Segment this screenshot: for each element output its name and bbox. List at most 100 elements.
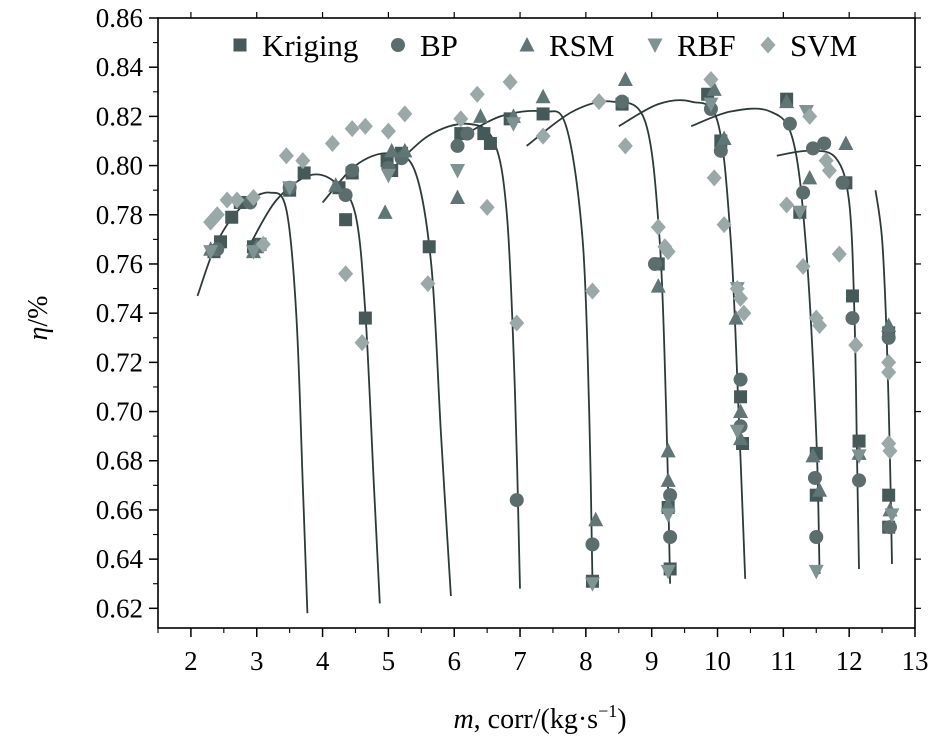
svm-point — [338, 265, 354, 283]
axis-ticks: 2 3 4 5 6 7 8 9 10 11 12 13 0.62 0.64 0.66 0.68 0.70 0.72… — [96, 3, 929, 676]
legend-item-rbf: RBF — [647, 28, 736, 63]
y-tick-label: 0.76 — [96, 249, 143, 279]
kriging-point — [225, 210, 239, 224]
bp-point — [663, 488, 678, 503]
svm-point — [509, 314, 525, 332]
rsm-point — [377, 204, 393, 219]
y-tick-label: 0.66 — [96, 495, 143, 525]
rsm-point — [660, 442, 676, 458]
svm-point — [584, 282, 600, 300]
svm-point — [650, 218, 666, 236]
series-kriging — [207, 87, 896, 588]
rbf-point — [450, 164, 466, 179]
bp-point — [809, 529, 824, 544]
kriging-point — [358, 311, 372, 325]
rsm-point — [450, 189, 466, 205]
kriging-point — [422, 240, 436, 254]
rsm-point — [802, 169, 818, 185]
speed-line-7 — [618, 99, 747, 579]
svm-point — [295, 152, 311, 170]
rbf-point — [703, 97, 719, 113]
svm-point — [344, 120, 360, 138]
rsm-point — [716, 130, 732, 146]
rbf-point — [660, 508, 676, 523]
speed-line-2 — [249, 173, 381, 604]
kriging-point — [477, 127, 491, 141]
svm-point — [380, 122, 396, 140]
series-bp — [210, 94, 897, 552]
svm-point — [736, 304, 752, 322]
svm-point — [209, 206, 225, 224]
legend-label-svm: SVM — [790, 28, 857, 63]
speed-line-5 — [453, 109, 594, 584]
y-tick-label: 0.72 — [96, 347, 143, 377]
rbf-point — [808, 564, 824, 580]
rbf-point — [380, 168, 396, 184]
svm-point — [706, 169, 722, 187]
svm-point — [812, 316, 828, 334]
legend-item-rsm: RSM — [519, 28, 614, 63]
rbf-point — [584, 577, 600, 592]
plot-frame — [157, 17, 916, 629]
bp-point — [585, 537, 600, 552]
svm-point — [703, 70, 719, 88]
svm-point — [882, 442, 898, 460]
rsm-point — [805, 447, 821, 463]
legend: Kriging BP RSM RBF SVM — [233, 28, 857, 63]
svm-point — [324, 134, 340, 152]
rbf-point — [203, 245, 219, 260]
rsm-point — [588, 511, 604, 527]
svm-point — [660, 243, 676, 261]
bp-point — [615, 94, 630, 109]
legend-label-bp: BP — [420, 28, 458, 63]
bp-point — [845, 311, 860, 326]
kriging-point — [297, 166, 311, 180]
svm-point — [502, 73, 518, 91]
speed-line-4 — [387, 122, 521, 589]
svm-point — [245, 189, 261, 207]
rsm-point — [733, 430, 749, 446]
rsm-point — [650, 278, 666, 293]
x-tick-label: 7 — [513, 646, 527, 676]
data-points — [203, 70, 900, 592]
svm-point — [229, 191, 245, 209]
bp-point — [796, 185, 811, 200]
plot-area-border — [157, 17, 916, 629]
svm-point — [354, 334, 370, 352]
x-tick-label: 9 — [645, 646, 659, 676]
kriging-point — [852, 434, 866, 448]
bp-point — [852, 473, 867, 488]
y-tick-label: 0.86 — [96, 3, 143, 33]
rsm-point — [812, 482, 828, 497]
bp-point — [450, 138, 465, 153]
bp-point — [817, 136, 832, 151]
svm-point — [219, 191, 235, 209]
rbf-point — [282, 181, 298, 196]
bp-point — [647, 256, 662, 271]
rbf-point — [660, 564, 676, 580]
svm-point — [535, 127, 551, 145]
svm-point — [881, 353, 897, 371]
rsm-point — [535, 88, 551, 104]
legend-item-kriging: Kriging — [233, 28, 358, 63]
svm-point — [716, 216, 732, 234]
x-tick-label: 10 — [704, 646, 731, 676]
svm-point — [479, 198, 495, 216]
speed-line-10 — [874, 190, 893, 565]
x-tick-label: 12 — [836, 646, 863, 676]
rsm-point — [617, 71, 633, 86]
bp-point — [345, 163, 360, 178]
bp-point — [460, 126, 475, 141]
legend-item-bp: BP — [391, 28, 458, 63]
y-tick-label: 0.70 — [96, 397, 143, 427]
rsm-point — [706, 81, 722, 96]
legend-label-rbf: RBF — [677, 28, 736, 63]
bp-point — [835, 175, 850, 190]
rsm-point — [328, 177, 344, 192]
y-tick-label: 0.62 — [96, 593, 143, 623]
rsm-point — [660, 497, 676, 512]
svm-point — [802, 107, 818, 125]
kriging-point — [845, 289, 859, 303]
svm-point — [848, 336, 864, 354]
y-tick-label: 0.84 — [96, 52, 144, 82]
